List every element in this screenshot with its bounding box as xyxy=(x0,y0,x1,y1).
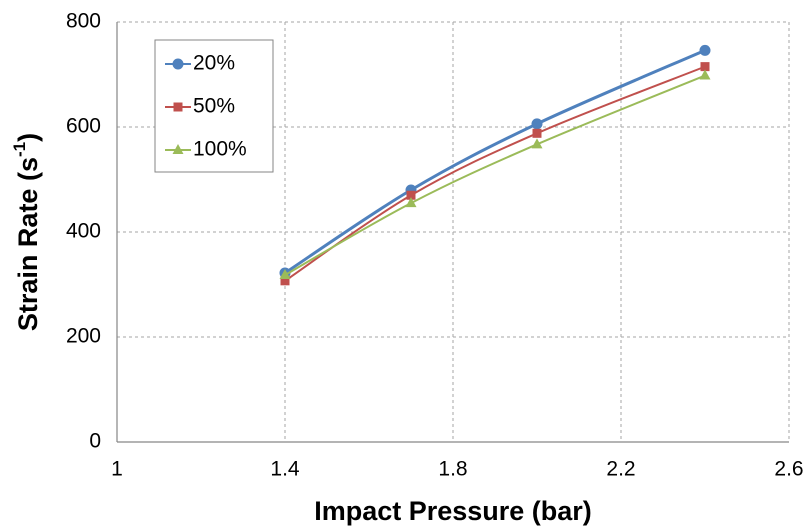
x-tick-label: 1.4 xyxy=(270,458,300,481)
y-axis-title-text: Strain Rate (s xyxy=(13,157,43,331)
marker xyxy=(280,276,290,286)
series-line xyxy=(284,65,706,282)
x-tick-label: 2.2 xyxy=(606,458,635,481)
y-tick-label: 800 xyxy=(66,10,101,33)
marker xyxy=(531,118,543,130)
marker xyxy=(172,58,184,70)
marker xyxy=(532,128,542,138)
x-axis-title: Impact Pressure (bar) xyxy=(314,496,592,526)
y-tick-label: 600 xyxy=(66,115,101,138)
y-axis-title-sup: -1 xyxy=(10,142,29,157)
legend-label: 50% xyxy=(193,95,235,118)
marker xyxy=(173,102,183,112)
series-line xyxy=(284,48,706,275)
x-tick-label: 2.6 xyxy=(774,458,803,481)
marker xyxy=(406,190,416,200)
marker xyxy=(405,197,417,208)
marker xyxy=(279,269,291,280)
legend-label: 20% xyxy=(193,52,235,75)
y-axis-title: Strain Rate (s-1) xyxy=(10,133,43,331)
marker xyxy=(699,69,711,80)
marker xyxy=(172,144,184,154)
marker xyxy=(699,44,711,56)
marker xyxy=(531,138,543,149)
y-tick-label: 0 xyxy=(89,430,101,453)
y-axis-title-end: ) xyxy=(13,133,43,142)
x-tick-label: 1.8 xyxy=(438,458,467,481)
legend-label: 100% xyxy=(193,138,247,161)
y-tick-label: 200 xyxy=(66,325,101,348)
marker xyxy=(700,62,710,72)
series-line xyxy=(284,74,706,276)
y-tick-label: 400 xyxy=(66,220,101,243)
x-tick-label: 1 xyxy=(111,458,123,481)
